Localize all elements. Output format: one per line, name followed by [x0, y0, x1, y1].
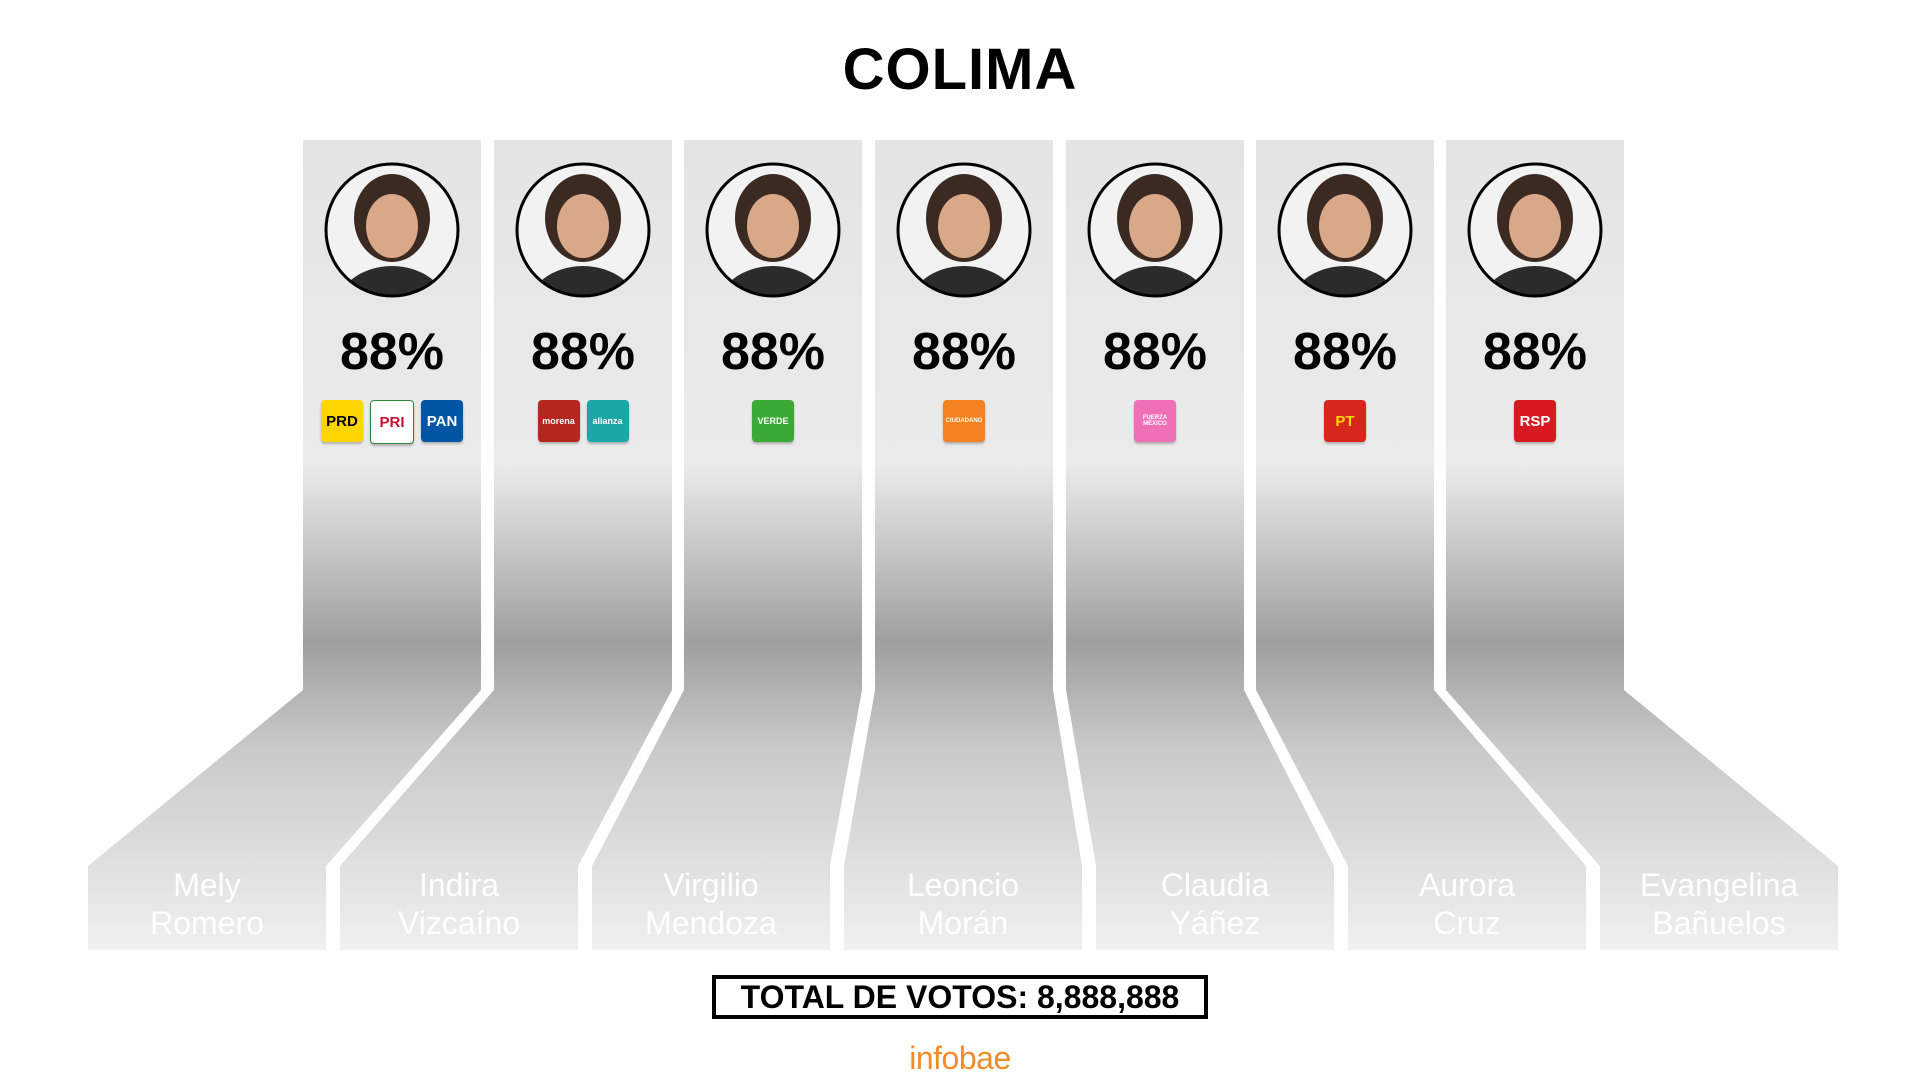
candidate-percent: 88% [1482, 323, 1588, 381]
party-logos: morena alianza [493, 400, 673, 448]
candidate-percent: 88% [339, 323, 445, 381]
candidate-avatar [1277, 162, 1413, 298]
candidate-last-name: Vizcaíno [397, 905, 521, 941]
candidate-percent: 88% [1292, 323, 1398, 381]
movimiento-ciudadano-logo: CIUDADANO [943, 400, 985, 442]
candidate-column [844, 140, 1082, 950]
brand-logo: infobae [909, 1040, 1011, 1076]
candidate-last-name: Romero [150, 905, 264, 941]
candidate-percent: 88% [1102, 323, 1208, 381]
candidate-first-name: Virgilio [663, 867, 759, 903]
total-votes: TOTAL DE VOTOS: 8,888,888 [712, 975, 1208, 1019]
candidate-name: Claudia Yáñez [1096, 866, 1334, 942]
candidate-avatar [1467, 162, 1603, 298]
party-logos: CIUDADANO [874, 400, 1054, 448]
party-logos: FUERZA MÉXICO [1065, 400, 1245, 448]
morena-logo: morena [537, 400, 580, 442]
party-logos: PT [1255, 400, 1435, 448]
candidate-name: Indira Vizcaíno [340, 866, 578, 942]
nueva-alianza-logo: alianza [586, 400, 629, 442]
candidate-avatar [515, 162, 651, 298]
page-title: COLIMA [842, 37, 1078, 102]
candidate-column [1446, 140, 1838, 950]
party-logos: RSP [1445, 400, 1625, 448]
candidate-first-name: Leoncio [906, 867, 1020, 903]
candidate-last-name: Yáñez [1169, 905, 1261, 941]
party-logos: PRD PRI PAN [302, 400, 482, 448]
candidate-percent: 88% [911, 323, 1017, 381]
candidate-last-name: Bañuelos [1652, 905, 1786, 941]
candidate-percent: 88% [530, 323, 636, 381]
candidate-column [1066, 140, 1334, 950]
candidate-column [340, 140, 672, 950]
candidate-name: Leoncio Morán [844, 866, 1082, 942]
candidate-avatar [324, 162, 460, 298]
candidate-first-name: Mely [173, 867, 241, 903]
candidate-first-name: Evangelina [1639, 867, 1799, 903]
candidate-name: Virgilio Mendoza [592, 866, 830, 942]
candidate-percent: 88% [720, 323, 826, 381]
fuerza-mexico-logo: FUERZA MÉXICO [1134, 400, 1176, 442]
candidate-first-name: Claudia [1160, 867, 1270, 903]
pan-logo: PAN [421, 400, 463, 442]
rsp-logo: RSP [1514, 400, 1556, 442]
candidate-name: Aurora Cruz [1348, 866, 1586, 942]
candidate-column [1256, 140, 1586, 950]
candidate-last-name: Mendoza [645, 905, 777, 941]
candidate-last-name: Morán [917, 905, 1009, 941]
candidate-last-name: Cruz [1433, 905, 1501, 941]
verde-logo: VERDE [752, 400, 794, 442]
candidate-name: Evangelina Bañuelos [1600, 866, 1838, 942]
pri-logo: PRI [370, 400, 414, 444]
pt-logo: PT [1324, 400, 1366, 442]
party-logos: VERDE [683, 400, 863, 448]
candidate-column [592, 140, 862, 950]
candidate-avatar [896, 162, 1032, 298]
prd-logo: PRD [321, 400, 363, 442]
candidate-name: Mely Romero [88, 866, 326, 942]
candidate-column [88, 140, 481, 950]
candidate-first-name: Aurora [1418, 867, 1516, 903]
candidate-avatar [705, 162, 841, 298]
candidate-first-name: Indira [418, 867, 500, 903]
candidate-avatar [1087, 162, 1223, 298]
